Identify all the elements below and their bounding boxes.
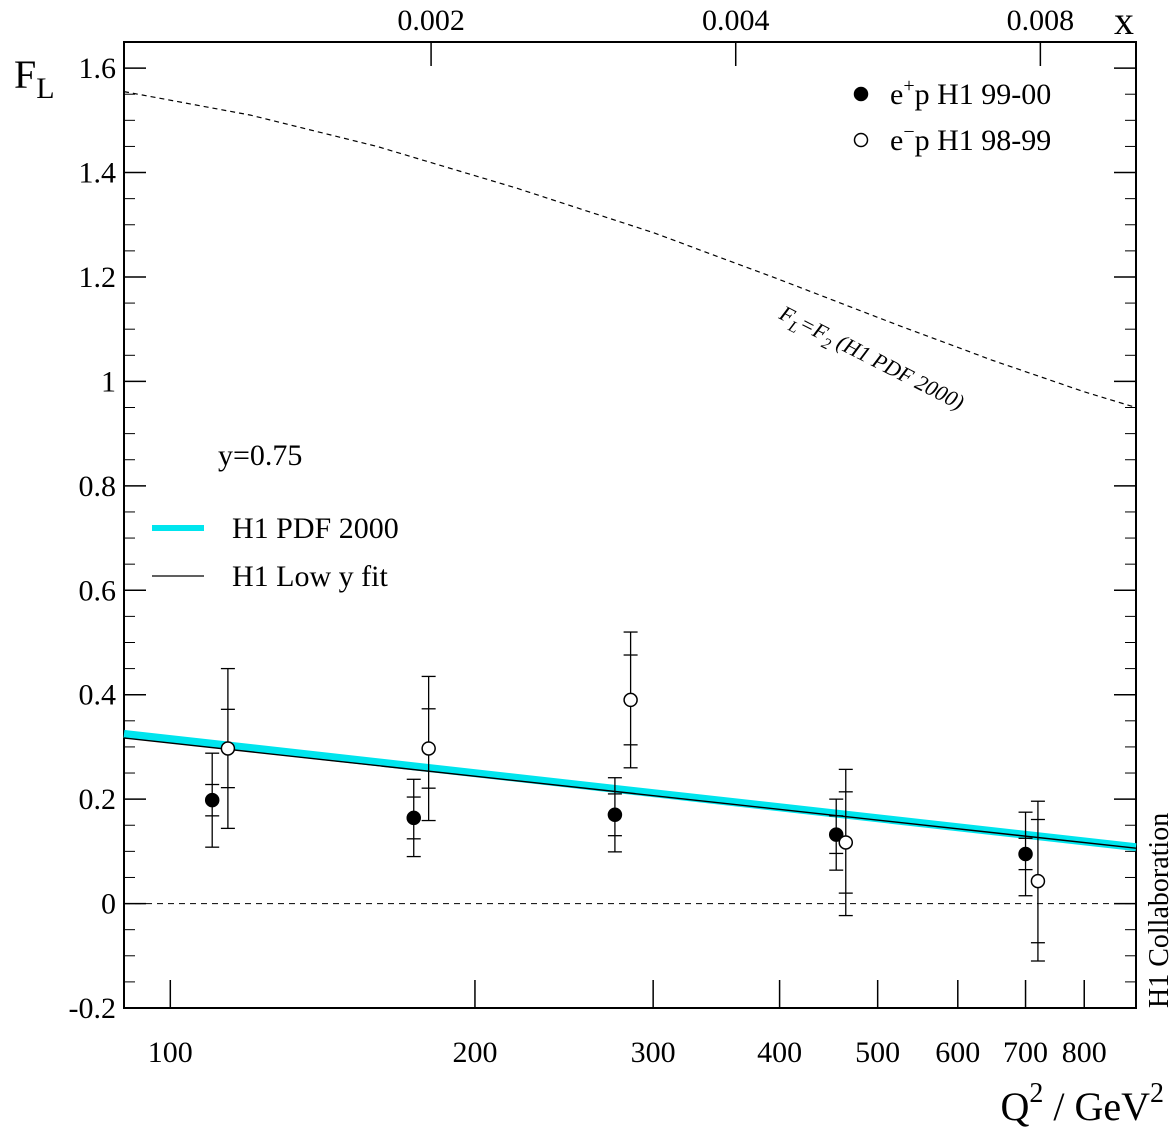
legend-eplus-sup: + (903, 75, 914, 97)
legend-label-eminus: e−p H1 98-99 (890, 121, 1051, 157)
marker-filled-circle (607, 807, 623, 823)
marker-open-circle (838, 835, 854, 850)
x-axis-title-q: Q (1000, 1084, 1029, 1129)
legend-eplus-pre: e (890, 78, 903, 111)
legend-eminus-pre: e (890, 124, 903, 157)
x-tick-label: 400 (757, 1036, 802, 1069)
marker-filled-circle (1018, 846, 1033, 862)
x-axis-title: Q2 / GeV2 (1000, 1078, 1164, 1129)
marker-filled-circle (204, 792, 220, 808)
y-tick-label: 0.8 (79, 470, 117, 503)
x-axis-title-sup2: 2 (1150, 1078, 1164, 1109)
data-point-eplus (1018, 811, 1033, 897)
x-tick-label: 300 (631, 1036, 676, 1069)
data-point-eminus (1030, 800, 1046, 962)
marker-open-circle (421, 741, 436, 756)
data-point-eminus (623, 631, 638, 769)
marker-filled-circle (406, 810, 421, 826)
y-tick-label: 1.6 (79, 52, 117, 85)
legend-marker-open (853, 132, 869, 148)
legend-curves: H1 PDF 2000 H1 Low y fit (152, 512, 399, 593)
top-axis-tick-label: 0.004 (702, 4, 770, 37)
plot-frame (123, 41, 1137, 1009)
data-points (204, 631, 1046, 962)
y-axis-title: FL (14, 52, 55, 105)
fl-equals-f2-label: FL=F2 (H1 PDF 2000) (773, 300, 969, 420)
x-axis-title-sup1: 2 (1029, 1078, 1043, 1109)
legend-eminus-post: p H1 98-99 (915, 124, 1052, 157)
model-curves (123, 91, 1137, 905)
y-axis-title-base: F (14, 52, 36, 97)
legend-series: e+p H1 99-00 e−p H1 98-99 (853, 75, 1051, 157)
legend-eminus-sup: − (903, 121, 914, 143)
y-tick-label: 1.4 (79, 157, 117, 190)
fl-label-post: (H1 PDF 2000) (828, 327, 968, 415)
legend-marker-filled (853, 86, 869, 102)
y-value-annotation: y=0.75 (218, 439, 302, 472)
x-tick-label: 200 (452, 1036, 497, 1069)
top-axis-tick-label: 0.002 (397, 4, 465, 37)
data-point-eplus (607, 777, 623, 853)
data-point-eplus (828, 798, 844, 871)
y-tick-label: -0.2 (69, 992, 117, 1025)
y-tick-label: 0.6 (79, 574, 117, 607)
curve-pdf-band (123, 729, 1137, 852)
x-axis-title-rest: / GeV (1043, 1084, 1150, 1129)
top-axis-title: x (1114, 0, 1134, 43)
y-tick-label: 0 (101, 888, 116, 921)
legend-eplus-post: p H1 99-00 (915, 78, 1052, 111)
data-point-eminus (838, 768, 854, 917)
collaboration-label: H1 Collaboration (1144, 813, 1175, 1008)
y-tick-label: 0.2 (79, 783, 117, 816)
marker-open-circle (220, 741, 236, 756)
curve-low-y-fit-line (123, 737, 1137, 849)
data-point-eplus (204, 752, 220, 848)
legend-label-lowy: H1 Low y fit (232, 560, 388, 593)
marker-open-circle (1030, 873, 1046, 889)
curve-fl-equals-f2-dashed (123, 91, 1137, 409)
legend-label-eplus: e+p H1 99-00 (890, 75, 1051, 111)
data-point-eminus (421, 675, 436, 822)
tick-labels: -0.2 0 0.2 0.4 0.6 0.8 1 1.2 1.4 1.6 100 200 300 400 5… (69, 4, 1107, 1069)
y-tick-label: 1.2 (79, 261, 117, 294)
x-tick-label: 600 (935, 1036, 980, 1069)
legend-label-pdf: H1 PDF 2000 (232, 512, 399, 545)
data-point-eminus (220, 667, 236, 830)
x-tick-label: 800 (1062, 1036, 1107, 1069)
y-tick-label: 1 (101, 365, 116, 398)
marker-filled-circle (828, 827, 844, 842)
y-axis-title-sub: L (36, 72, 54, 105)
x-tick-label: 700 (1003, 1036, 1048, 1069)
marker-open-circle (623, 692, 638, 708)
top-axis-tick-label: 0.008 (1007, 4, 1075, 37)
data-point-eplus (406, 778, 421, 858)
x-tick-label: 100 (148, 1036, 193, 1069)
y-tick-label: 0.4 (79, 679, 117, 712)
x-tick-label: 500 (855, 1036, 900, 1069)
